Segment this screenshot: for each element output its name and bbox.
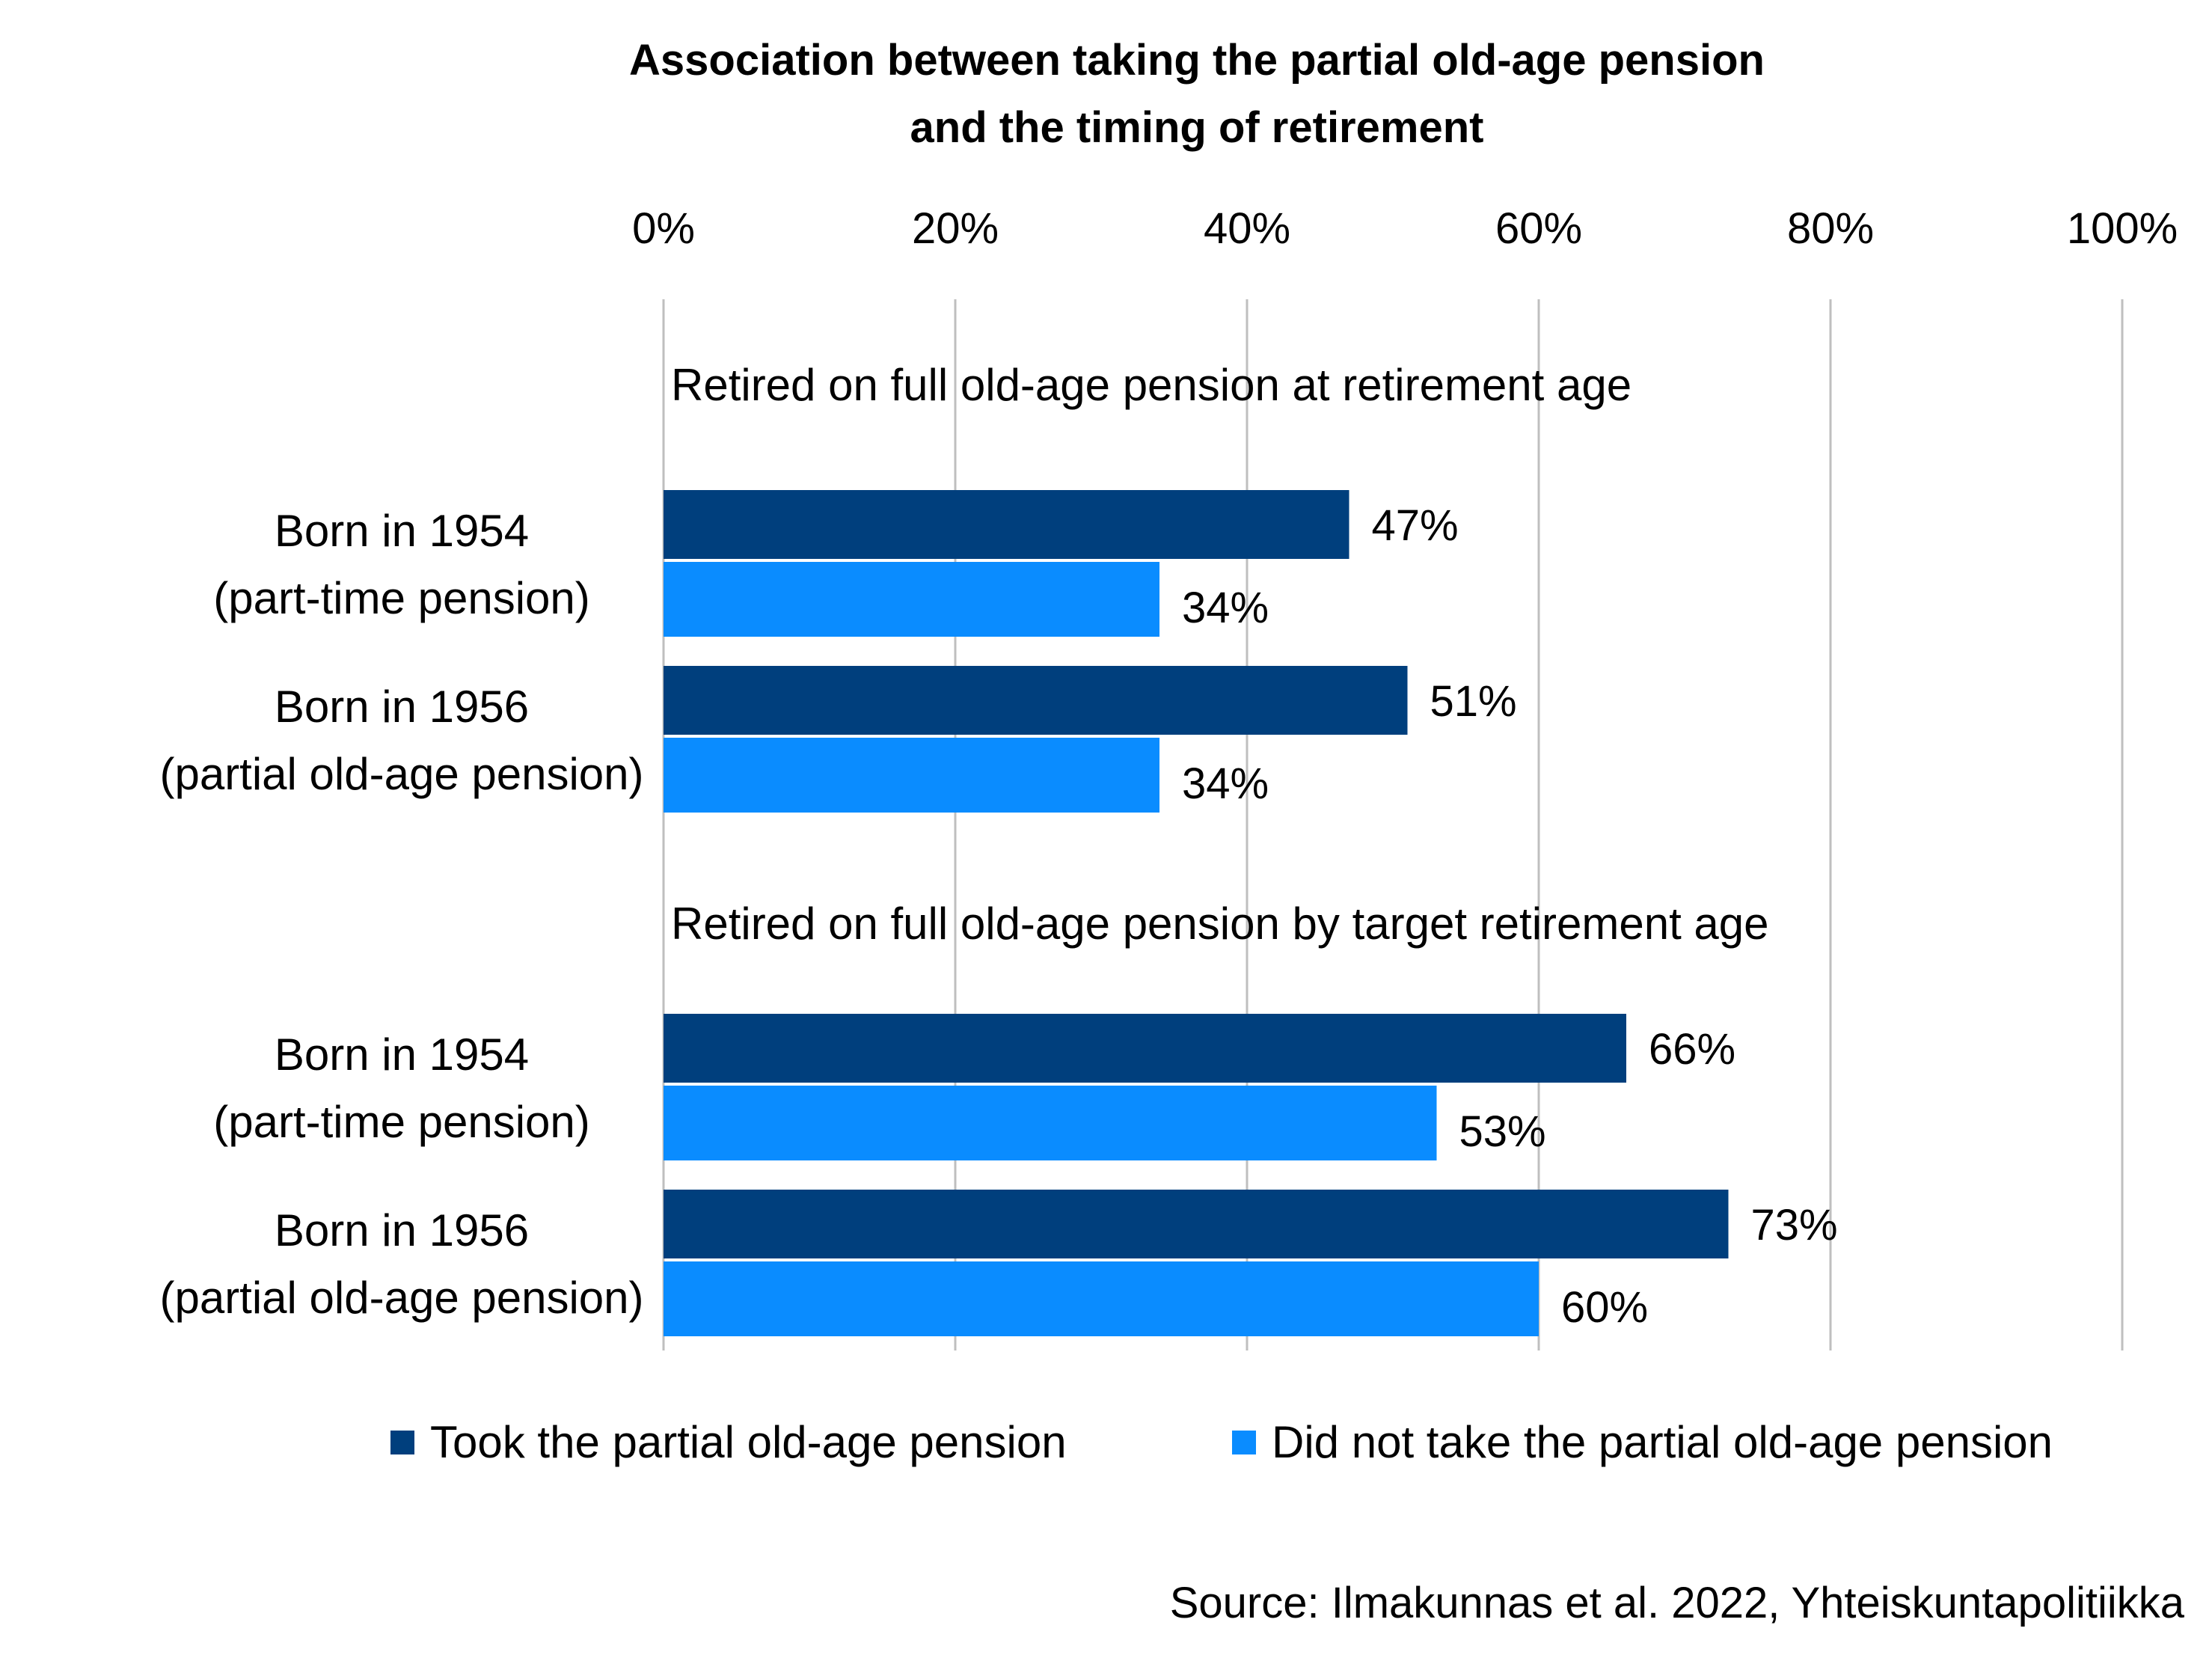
x-tick-label: 40% bbox=[1204, 204, 1290, 253]
category-label-line-1: Born in 1954 bbox=[275, 506, 529, 556]
labels: Retired on full old-age pension at retir… bbox=[159, 360, 1837, 1332]
bar bbox=[664, 562, 1159, 637]
legend-label: Took the partial old-age pension bbox=[430, 1417, 1067, 1467]
category-label-line-2: (part-time pension) bbox=[213, 1097, 590, 1147]
legend: Took the partial old-age pension Did not … bbox=[390, 1417, 2053, 1467]
category-label-line-1: Born in 1956 bbox=[275, 682, 529, 732]
bar bbox=[664, 1086, 1437, 1160]
legend-swatch bbox=[1232, 1431, 1256, 1454]
group-label: Retired on full old-age pension by targe… bbox=[671, 899, 1769, 949]
x-tick-label: 80% bbox=[1787, 204, 1874, 253]
category-label-line-2: (partial old-age pension) bbox=[159, 1273, 643, 1323]
bar bbox=[664, 1014, 1626, 1083]
bar bbox=[664, 1190, 1729, 1258]
gridlines bbox=[662, 299, 2124, 1350]
bar bbox=[664, 666, 1408, 735]
category-label-line-2: (partial old-age pension) bbox=[159, 749, 643, 799]
value-label: 34% bbox=[1182, 759, 1269, 808]
x-axis-ticks: 0% 20% 40% 60% 80% 100% bbox=[632, 204, 2178, 253]
value-label: 51% bbox=[1430, 677, 1517, 726]
x-tick-label: 100% bbox=[2067, 204, 2178, 253]
legend-swatch bbox=[390, 1431, 414, 1454]
bars bbox=[664, 490, 1729, 1336]
value-label: 53% bbox=[1459, 1107, 1546, 1156]
category-label-line-1: Born in 1954 bbox=[275, 1030, 529, 1080]
chart-title-line-1: Association between taking the partial o… bbox=[629, 36, 1765, 85]
bar bbox=[664, 738, 1159, 813]
legend-label: Did not take the partial old-age pension bbox=[1272, 1417, 2053, 1467]
category-label-line-1: Born in 1956 bbox=[275, 1205, 529, 1255]
category-label-line-2: (part-time pension) bbox=[213, 573, 590, 623]
bar bbox=[664, 1261, 1539, 1336]
value-label: 66% bbox=[1649, 1025, 1735, 1074]
value-label: 60% bbox=[1561, 1283, 1648, 1332]
value-label: 73% bbox=[1751, 1201, 1838, 1249]
x-tick-label: 0% bbox=[632, 204, 695, 253]
value-label: 34% bbox=[1182, 584, 1269, 632]
source-note: Source: Ilmakunnas et al. 2022, Yhteisku… bbox=[1170, 1579, 2185, 1627]
value-label: 47% bbox=[1372, 501, 1459, 550]
bar bbox=[664, 490, 1349, 559]
chart-title-line-2: and the timing of retirement bbox=[910, 103, 1484, 152]
x-tick-label: 20% bbox=[912, 204, 999, 253]
group-label: Retired on full old-age pension at retir… bbox=[671, 360, 1632, 410]
x-tick-label: 60% bbox=[1495, 204, 1582, 253]
